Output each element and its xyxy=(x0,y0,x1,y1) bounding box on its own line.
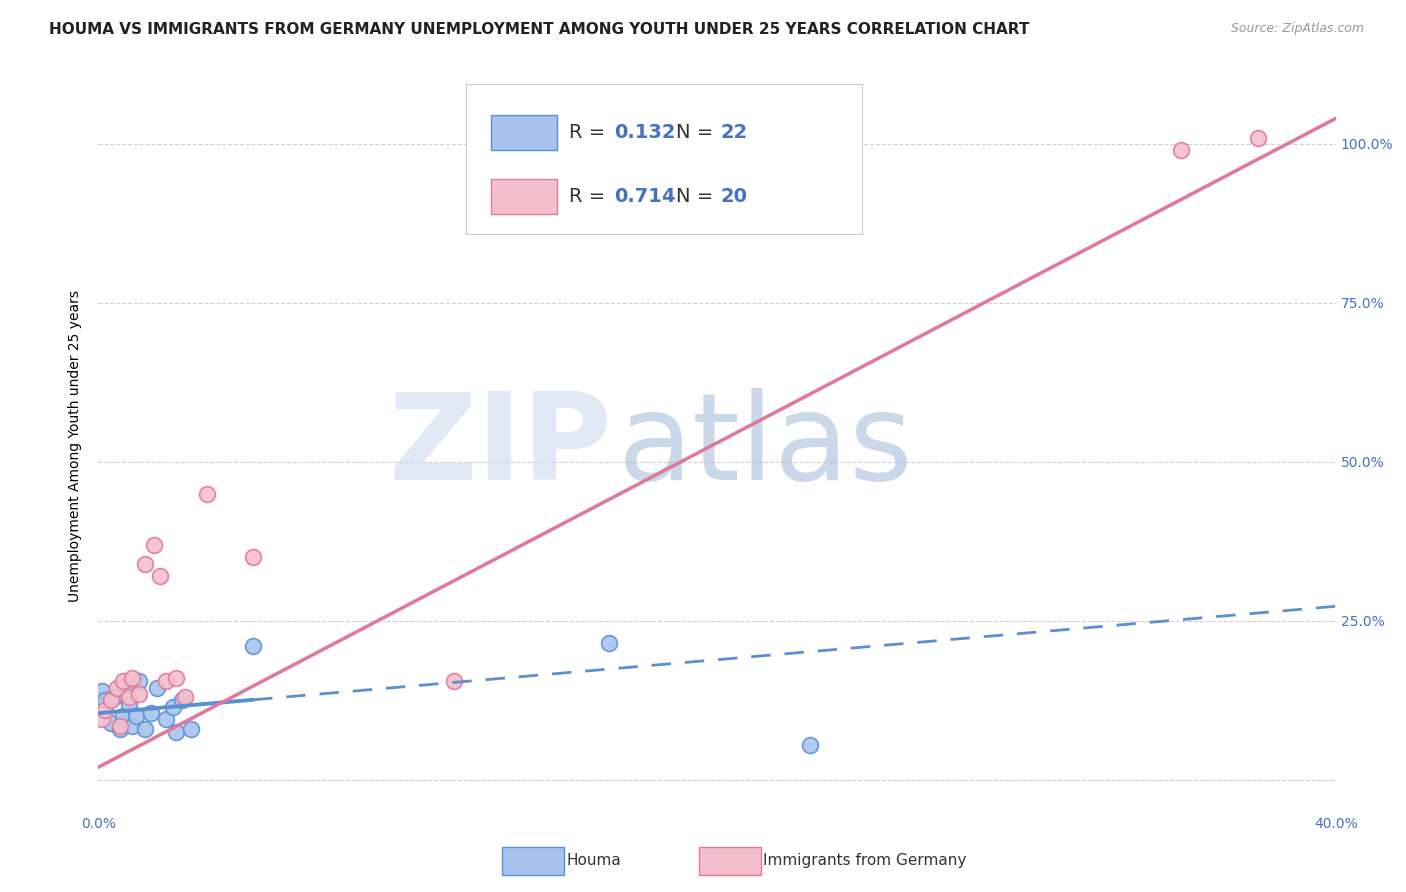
Point xyxy=(100,693,122,707)
Point xyxy=(155,713,177,727)
Point xyxy=(108,719,131,733)
Text: Immigrants from Germany: Immigrants from Germany xyxy=(763,854,967,868)
Point xyxy=(93,703,115,717)
Text: ZIP: ZIP xyxy=(388,387,612,505)
Point xyxy=(115,677,138,691)
Point xyxy=(146,681,169,695)
Point xyxy=(242,640,264,654)
Point xyxy=(195,486,218,500)
Point xyxy=(93,693,115,707)
Point xyxy=(139,706,162,720)
Point xyxy=(128,687,150,701)
Point xyxy=(112,709,135,723)
Point xyxy=(799,738,821,752)
Point xyxy=(124,709,146,723)
Point xyxy=(174,690,197,705)
Text: 22: 22 xyxy=(721,123,748,143)
Point xyxy=(155,674,177,689)
FancyBboxPatch shape xyxy=(491,179,557,214)
Point xyxy=(165,671,187,685)
Point xyxy=(134,722,156,736)
Text: 0.132: 0.132 xyxy=(614,123,676,143)
Point xyxy=(149,569,172,583)
Point xyxy=(134,557,156,571)
Y-axis label: Unemployment Among Youth under 25 years: Unemployment Among Youth under 25 years xyxy=(69,290,83,602)
Point xyxy=(121,671,143,685)
Point xyxy=(128,674,150,689)
Point xyxy=(121,719,143,733)
Point xyxy=(1170,143,1192,157)
Point xyxy=(162,699,184,714)
Point xyxy=(170,693,193,707)
Point xyxy=(598,636,620,650)
Point xyxy=(108,722,131,736)
Point xyxy=(242,550,264,565)
Point xyxy=(1247,130,1270,145)
Point xyxy=(105,681,128,695)
Point xyxy=(165,725,187,739)
Point xyxy=(100,715,122,730)
Text: atlas: atlas xyxy=(619,387,914,505)
Point xyxy=(443,674,465,689)
Point xyxy=(90,684,112,698)
Text: 20: 20 xyxy=(721,187,748,206)
Point xyxy=(118,697,141,711)
Text: HOUMA VS IMMIGRANTS FROM GERMANY UNEMPLOYMENT AMONG YOUTH UNDER 25 YEARS CORRELA: HOUMA VS IMMIGRANTS FROM GERMANY UNEMPLO… xyxy=(49,22,1029,37)
FancyBboxPatch shape xyxy=(465,84,862,234)
Text: R =: R = xyxy=(568,123,612,143)
Point xyxy=(112,674,135,689)
Text: N =: N = xyxy=(676,123,720,143)
Point xyxy=(118,690,141,705)
Point xyxy=(180,722,202,736)
Text: Houma: Houma xyxy=(567,854,621,868)
Text: N =: N = xyxy=(676,187,720,206)
Text: 0.714: 0.714 xyxy=(614,187,676,206)
Text: R =: R = xyxy=(568,187,612,206)
Point xyxy=(90,713,112,727)
Point xyxy=(103,690,125,705)
FancyBboxPatch shape xyxy=(491,115,557,151)
Text: Source: ZipAtlas.com: Source: ZipAtlas.com xyxy=(1230,22,1364,36)
Point xyxy=(143,538,166,552)
